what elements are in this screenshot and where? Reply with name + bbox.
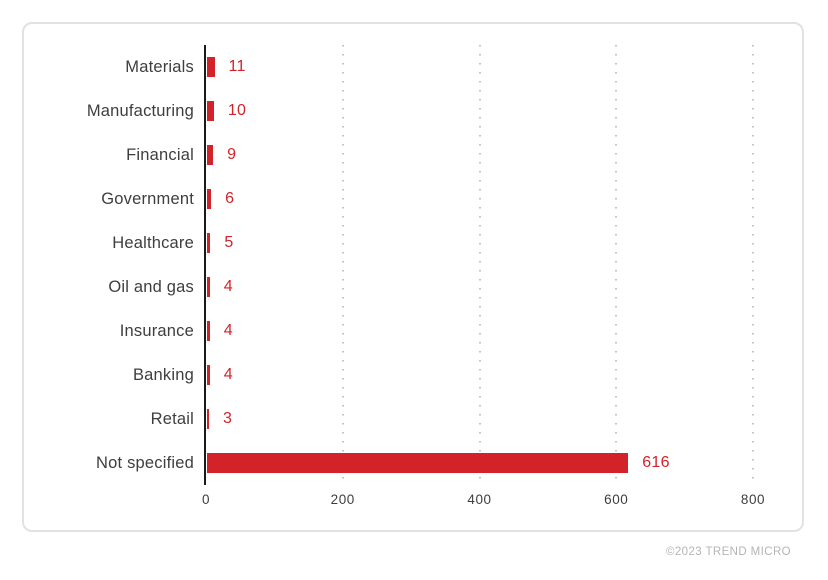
value-label: 10 — [227, 102, 247, 119]
category-label: Insurance — [119, 321, 194, 340]
gridline-600 — [615, 45, 618, 485]
value-label: 4 — [223, 322, 233, 339]
x-axis-tick-labels: 0 200 400 600 800 — [24, 492, 802, 512]
category-label: Manufacturing — [86, 101, 194, 120]
x-tick-label-200: 200 — [330, 492, 355, 507]
chart-row: Banking 4 — [24, 353, 802, 397]
x-tick-label-600: 600 — [604, 492, 629, 507]
bar — [207, 233, 211, 253]
chart-row: Not specified 616 — [24, 441, 802, 485]
chart-row: Retail 3 — [24, 397, 802, 441]
value-label: 9 — [227, 146, 237, 163]
bar-area: 9 — [207, 145, 802, 165]
bar-area: 3 — [207, 409, 802, 429]
bar — [207, 453, 629, 473]
category-label: Materials — [125, 57, 194, 76]
value-label: 3 — [223, 410, 233, 427]
category-label: Financial — [126, 145, 194, 164]
gridlines — [206, 45, 786, 485]
value-label: 616 — [642, 454, 670, 471]
bar-area: 4 — [207, 277, 802, 297]
bar — [207, 57, 215, 77]
value-label: 6 — [225, 190, 235, 207]
bar — [207, 101, 214, 121]
chart-row: Materials 11 — [24, 45, 802, 89]
value-label: 4 — [223, 366, 233, 383]
chart-row: Insurance 4 — [24, 309, 802, 353]
bar-area: 6 — [207, 189, 802, 209]
x-tick-label-800: 800 — [740, 492, 766, 507]
bar-area: 4 — [207, 321, 802, 341]
bar-area: 10 — [207, 101, 802, 121]
bar — [207, 409, 210, 429]
category-label: Retail — [150, 409, 194, 428]
bar-area: 5 — [207, 233, 802, 253]
chart-row: Manufacturing 10 — [24, 89, 802, 133]
value-label: 4 — [223, 278, 233, 295]
bar — [207, 145, 214, 165]
chart-rows: Materials 11 Manufacturing 10 Financial 9 Gove… — [24, 45, 802, 485]
bar — [207, 365, 210, 385]
category-label: Oil and gas — [108, 277, 194, 296]
y-axis-line — [204, 45, 206, 485]
chart-card: Materials 11 Manufacturing 10 Financial 9 Gove… — [22, 22, 804, 532]
chart-row: Government 6 — [24, 177, 802, 221]
copyright-watermark: ©2023 TREND MICRO — [666, 546, 791, 558]
bar — [207, 321, 210, 341]
category-label: Not specified — [96, 453, 194, 472]
bar — [207, 189, 212, 209]
category-label: Banking — [132, 365, 194, 384]
chart-row: Oil and gas 4 — [24, 265, 802, 309]
bar — [207, 277, 210, 297]
chart-row: Healthcare 5 — [24, 221, 802, 265]
category-label: Government — [101, 189, 194, 208]
chart-row: Financial 9 — [24, 133, 802, 177]
bar-area: 616 — [207, 453, 802, 473]
gridline-400 — [478, 45, 481, 485]
x-tick-label-400: 400 — [467, 492, 492, 507]
value-label: 5 — [224, 234, 234, 251]
x-tick-label-0: 0 — [201, 492, 211, 507]
category-label: Healthcare — [112, 233, 194, 252]
bar-area: 11 — [207, 57, 802, 77]
bar-area: 4 — [207, 365, 802, 385]
gridline-200 — [341, 45, 344, 485]
gridline-800 — [752, 45, 754, 485]
value-label: 11 — [228, 58, 246, 75]
